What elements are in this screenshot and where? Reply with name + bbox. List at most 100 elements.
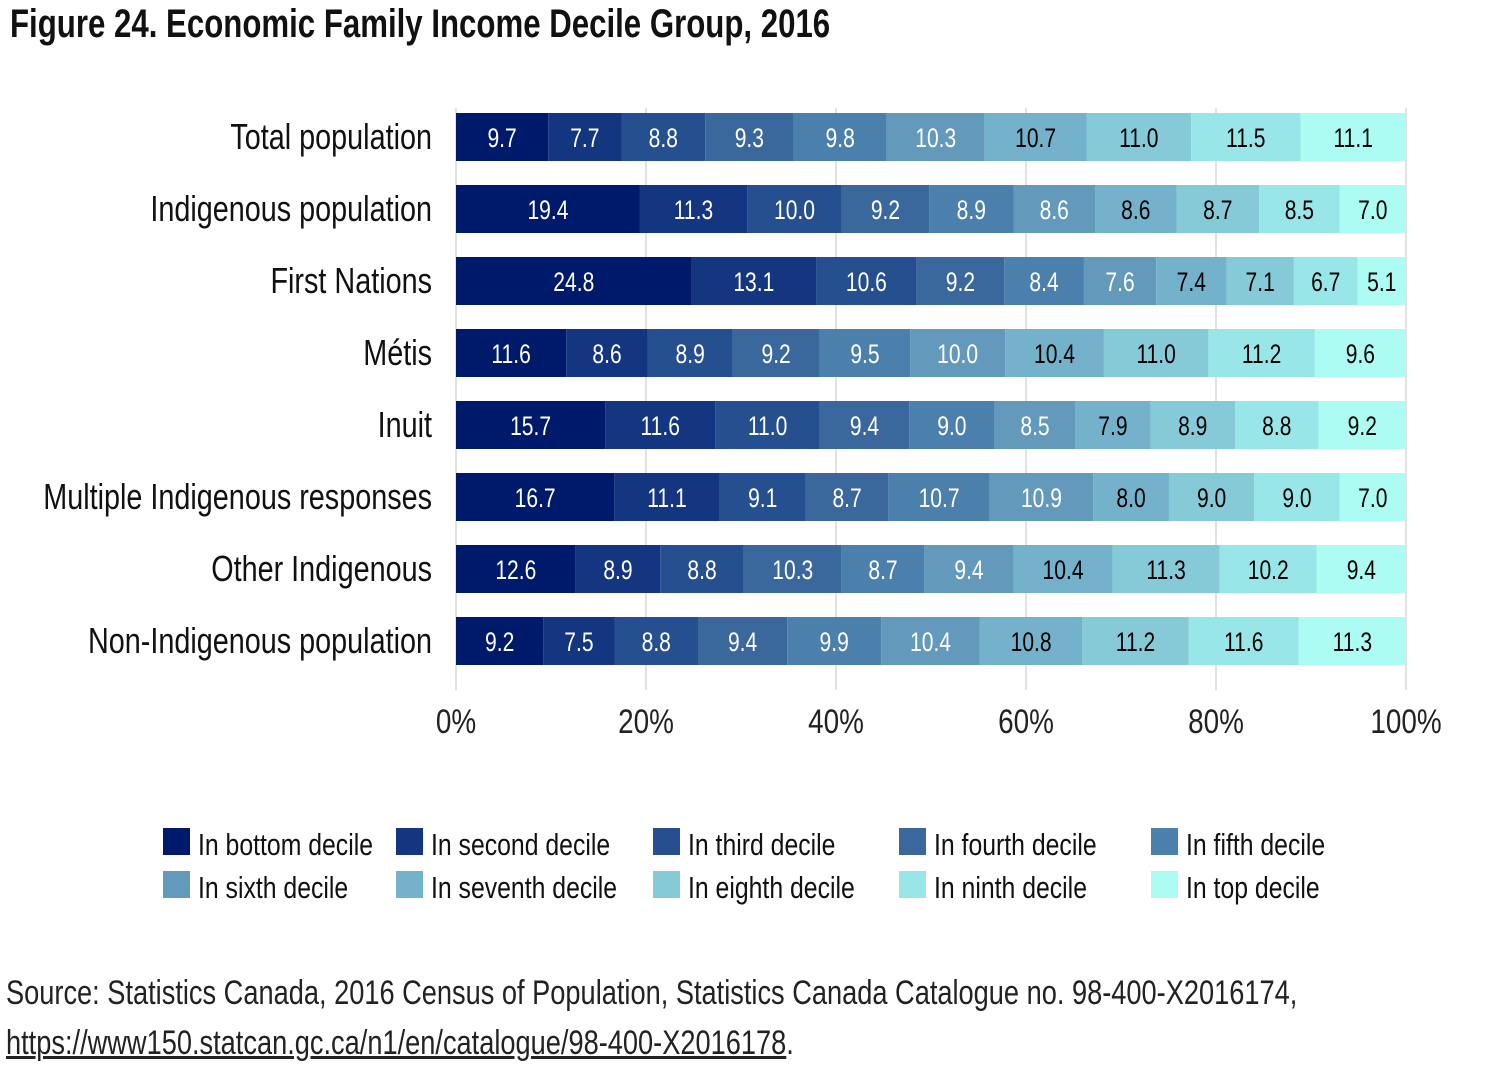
data-label: 11.2 — [1242, 340, 1281, 370]
bar-segment — [1150, 401, 1235, 449]
data-label: 9.3 — [735, 124, 764, 154]
x-tick-label: 80% — [1188, 702, 1244, 740]
data-label: 10.3 — [915, 124, 956, 154]
bar-segment — [1339, 185, 1406, 233]
category-label: First Nations — [270, 260, 432, 301]
legend-swatch — [396, 871, 423, 898]
data-label: 9.0 — [937, 412, 966, 442]
legend-swatch — [653, 828, 680, 855]
bar-segment — [456, 545, 576, 593]
bar-segment — [929, 185, 1014, 233]
data-label: 8.8 — [687, 556, 716, 586]
bar-segment — [1013, 545, 1113, 593]
legend-swatch — [163, 828, 190, 855]
x-tick-label: 100% — [1370, 702, 1441, 740]
bar-segment — [456, 329, 567, 377]
legend-swatch — [899, 828, 926, 855]
bar-segment — [1318, 401, 1406, 449]
bar-segment — [456, 473, 615, 521]
data-label: 10.7 — [919, 484, 960, 514]
category-label: Métis — [363, 332, 432, 373]
data-label: 8.8 — [649, 124, 678, 154]
data-label: 7.6 — [1105, 268, 1134, 298]
bar-segment — [732, 329, 820, 377]
bar-segment — [1086, 113, 1192, 161]
bar-segment — [1005, 329, 1104, 377]
legend-swatch — [653, 871, 680, 898]
bar-segment — [793, 113, 887, 161]
legend-label: In second decile — [431, 827, 610, 861]
bar-segment — [743, 545, 842, 593]
data-label: 10.3 — [772, 556, 813, 586]
x-tick-label: 60% — [998, 702, 1054, 740]
bar-segment — [698, 617, 788, 665]
data-label: 9.2 — [762, 340, 791, 370]
data-label: 10.0 — [774, 196, 815, 226]
data-label: 10.9 — [1021, 484, 1062, 514]
bar-segment — [1112, 545, 1220, 593]
data-label: 11.5 — [1226, 124, 1265, 154]
bar-segment — [1191, 113, 1301, 161]
bar-segment — [614, 473, 720, 521]
data-label: 11.0 — [1136, 340, 1175, 370]
bar-segment — [924, 545, 1014, 593]
bar-segment — [1259, 185, 1340, 233]
bar-segment — [1176, 185, 1260, 233]
bar-segment — [605, 401, 716, 449]
bar-segment — [1226, 257, 1294, 305]
data-label: 11.6 — [1224, 628, 1263, 658]
data-label: 10.0 — [937, 340, 978, 370]
bar-segment — [1013, 185, 1096, 233]
data-label: 13.1 — [733, 268, 774, 298]
category-label: Indigenous population — [150, 188, 432, 229]
bar-segment — [1357, 257, 1406, 305]
data-label: 7.9 — [1098, 412, 1127, 442]
bar-segment — [456, 617, 544, 665]
bar-segment — [660, 545, 744, 593]
legend-swatch — [396, 828, 423, 855]
bar-segment — [1188, 617, 1299, 665]
data-label: 11.3 — [1333, 628, 1372, 658]
data-label: 7.0 — [1358, 196, 1387, 226]
bar-segment — [719, 473, 806, 521]
stacked-bar-chart: 0% 20% 40% 60% 80% 100% Total population 9.7 7.7… — [43, 108, 1442, 905]
legend-label: In seventh decile — [431, 870, 617, 904]
bar-segment — [886, 113, 985, 161]
data-label: 8.7 — [1203, 196, 1232, 226]
legend-label: In fifth decile — [1186, 827, 1325, 861]
data-label: 24.8 — [553, 268, 594, 298]
bar-segment — [1219, 545, 1317, 593]
data-label: 10.6 — [846, 268, 887, 298]
data-label: 8.6 — [592, 340, 621, 370]
bar-segment — [910, 329, 1006, 377]
bar-segment — [1316, 545, 1406, 593]
data-label: 8.9 — [1178, 412, 1207, 442]
data-label: 9.4 — [954, 556, 983, 586]
bar-segment — [1095, 185, 1177, 233]
data-label: 8.9 — [676, 340, 705, 370]
source-trailing: . — [786, 1024, 794, 1062]
bar-segment — [979, 617, 1083, 665]
bar-segment — [543, 617, 615, 665]
source-link[interactable]: https://www150.statcan.gc.ca/n1/en/catal… — [6, 1024, 787, 1062]
data-label: 8.7 — [832, 484, 861, 514]
bar-segment — [456, 401, 606, 449]
x-tick-label: 40% — [808, 702, 864, 740]
data-label: 10.2 — [1248, 556, 1289, 586]
category-label: Non-Indigenous population — [88, 620, 432, 661]
data-label: 9.8 — [826, 124, 855, 154]
bar-segment — [621, 113, 706, 161]
bar-segment — [909, 401, 995, 449]
data-label: 9.9 — [820, 628, 849, 658]
legend-label: In fourth decile — [934, 827, 1097, 861]
bar-segment — [456, 257, 692, 305]
bar-segment — [647, 329, 733, 377]
data-label: 8.6 — [1121, 196, 1150, 226]
data-label: 7.7 — [570, 124, 599, 154]
data-label: 8.6 — [1040, 196, 1069, 226]
legend-label: In third decile — [688, 827, 835, 861]
data-label: 8.8 — [1262, 412, 1291, 442]
bar-segment — [841, 545, 925, 593]
data-label: 12.6 — [495, 556, 536, 586]
data-label: 10.8 — [1011, 628, 1052, 658]
